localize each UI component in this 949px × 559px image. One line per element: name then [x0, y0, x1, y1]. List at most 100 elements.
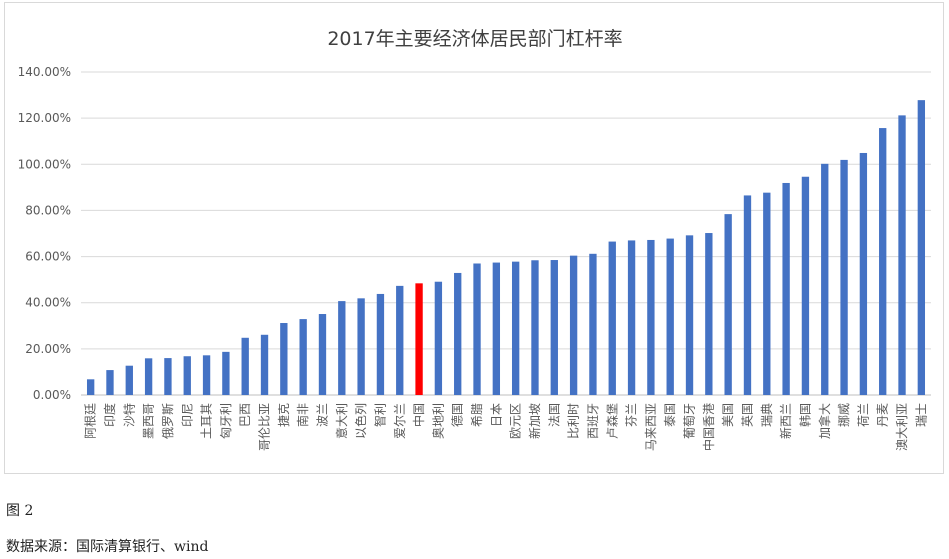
x-category-label: 奥地利 [431, 403, 445, 439]
bar [299, 319, 307, 395]
bar [164, 358, 172, 395]
x-category-label: 以色列 [354, 403, 368, 439]
bar [202, 355, 211, 395]
bar [724, 214, 732, 395]
bar [898, 115, 906, 396]
bar [376, 293, 385, 395]
y-tick-label: 100.00% [18, 157, 71, 171]
x-category-label: 韩国 [797, 403, 812, 427]
bar [396, 285, 404, 395]
y-axis-tick-labels: 0.00% 20.00% 40.00% 60.00% 80.00% 100.00% 120.… [18, 65, 71, 402]
bar [357, 298, 365, 395]
x-axis-category-labels: 阿根廷 印度 沙特 墨西哥 俄罗斯 印尼 土耳其 匈牙利 巴西 哥伦比亚 捷克 南非 波兰 意大利 以色列智… [84, 403, 929, 451]
bar [434, 281, 443, 395]
x-category-label: 瑞典 [760, 403, 774, 427]
bar [125, 365, 133, 395]
bar [531, 260, 539, 395]
x-category-label: 匈牙利 [219, 403, 233, 439]
bar [338, 301, 346, 395]
bar [627, 240, 636, 395]
x-category-label: 加拿大 [817, 403, 832, 439]
x-category-label: 沙特 [121, 403, 136, 427]
y-tick-label: 120.00% [18, 111, 71, 125]
bar [511, 261, 520, 395]
x-category-label: 日本 [489, 403, 503, 427]
bar [705, 233, 713, 395]
bar [569, 255, 578, 395]
bar-chart: 2017年主要经济体居民部门杠杆率 0.00% 20.00% 40.00% 60.00… [18, 28, 931, 451]
x-category-label: 荷兰 [856, 403, 870, 427]
bar [840, 159, 848, 395]
x-category-label: 中国 [411, 403, 426, 427]
x-category-label: 马来西亚 [644, 403, 658, 451]
x-category-label: 欧元区 [509, 403, 523, 439]
x-category-label: 西班牙 [586, 403, 600, 439]
bar [801, 176, 810, 395]
bar [763, 192, 771, 395]
x-category-label: 瑞士 [914, 403, 928, 427]
x-category-label: 土耳其 [200, 403, 214, 439]
chart-frame: 2017年主要经济体居民部门杠杆率 0.00% 20.00% 40.00% 60.00… [4, 2, 944, 474]
gridlines [81, 71, 931, 396]
bar [782, 182, 790, 395]
bar [473, 263, 481, 395]
x-category-label: 巴西 [238, 403, 252, 427]
bar [685, 235, 694, 395]
bar [859, 152, 868, 395]
x-category-label: 俄罗斯 [161, 403, 175, 439]
y-tick-label: 40.00% [25, 296, 71, 310]
x-category-label: 中国香港 [701, 403, 716, 451]
y-tick-label: 0.00% [33, 388, 71, 402]
x-category-label: 丹麦 [876, 403, 890, 427]
bar [647, 239, 655, 395]
bar [415, 283, 423, 395]
y-tick-label: 140.00% [18, 65, 71, 79]
chart-title: 2017年主要经济体居民部门杠杆率 [327, 28, 622, 50]
x-category-label: 南非 [295, 403, 310, 427]
bar [86, 379, 95, 395]
x-category-label: 比利时 [567, 403, 581, 439]
x-category-label: 捷克 [277, 403, 291, 427]
y-tick-label: 80.00% [25, 203, 71, 217]
source-note: 数据来源：国际清算银行、wind [6, 539, 209, 555]
bar [144, 358, 153, 395]
x-category-label: 哥伦比亚 [257, 403, 272, 451]
bar [106, 370, 114, 395]
bar [280, 323, 288, 395]
x-category-label: 澳大利亚 [895, 403, 909, 451]
bar [550, 260, 558, 395]
x-category-label: 印度 [102, 403, 117, 427]
x-category-label: 智利 [372, 403, 387, 427]
bar [454, 272, 462, 395]
x-category-label: 泰国 [663, 403, 677, 427]
x-category-label: 法国 [547, 403, 561, 427]
bar [183, 356, 191, 395]
bars [86, 100, 926, 396]
bar [318, 314, 327, 395]
bar [260, 334, 269, 395]
x-category-label: 希腊 [469, 403, 484, 427]
y-tick-label: 60.00% [25, 250, 71, 264]
x-category-label: 阿根廷 [84, 403, 98, 439]
bar [879, 128, 887, 395]
x-category-label: 意大利 [334, 403, 349, 439]
x-category-label: 美国 [721, 403, 735, 427]
bar [222, 351, 230, 395]
x-category-label: 挪威 [837, 403, 851, 427]
x-category-label: 墨西哥 [142, 403, 156, 439]
x-category-label: 英国 [740, 403, 754, 427]
bar [821, 163, 829, 395]
x-category-label: 新西兰 [778, 403, 793, 439]
bar [917, 100, 926, 395]
bar [743, 195, 752, 395]
bar [608, 241, 616, 395]
x-category-label: 新加坡 [527, 403, 542, 439]
bar [666, 238, 674, 395]
bar [492, 262, 501, 395]
x-category-label: 卢森堡 [604, 403, 619, 439]
bar [241, 337, 249, 395]
y-tick-label: 20.00% [25, 342, 71, 356]
x-category-label: 芬兰 [625, 403, 639, 427]
x-category-label: 德国 [450, 403, 465, 427]
x-category-label: 印尼 [180, 403, 194, 427]
